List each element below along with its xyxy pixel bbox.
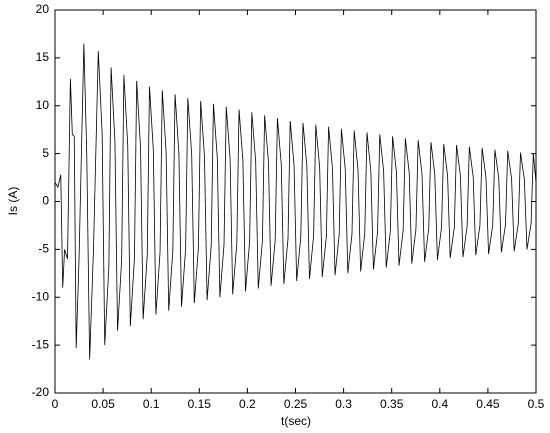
y-tick-label: 0	[42, 194, 49, 208]
x-tick-label: 0	[52, 397, 59, 411]
y-axis-label: Is (A)	[6, 187, 20, 216]
y-tick-label: 10	[36, 98, 50, 112]
data-line	[54, 43, 537, 360]
y-tick-label: -20	[32, 385, 50, 399]
x-tick-label: 0.05	[91, 397, 115, 411]
x-tick-label: 0.1	[143, 397, 160, 411]
x-tick-label: 0.4	[431, 397, 448, 411]
x-tick-label: 0.3	[335, 397, 352, 411]
y-tick-label: -10	[32, 289, 50, 303]
plot-frame	[54, 9, 537, 394]
y-tick-label: -15	[32, 337, 50, 351]
x-tick-label: 0.25	[284, 397, 308, 411]
x-tick-label: 0.2	[239, 397, 256, 411]
y-tick-label: 20	[36, 2, 50, 16]
x-tick-label: 0.15	[188, 397, 212, 411]
x-tick-label: 0.45	[476, 397, 500, 411]
x-axis-label: t(sec)	[281, 414, 311, 428]
y-tick-label: 5	[42, 146, 49, 160]
x-tick-label: 0.5	[528, 397, 545, 411]
y-tick-label: 15	[36, 50, 50, 64]
y-tick-label: -5	[38, 242, 49, 256]
x-tick-label: 0.35	[380, 397, 404, 411]
